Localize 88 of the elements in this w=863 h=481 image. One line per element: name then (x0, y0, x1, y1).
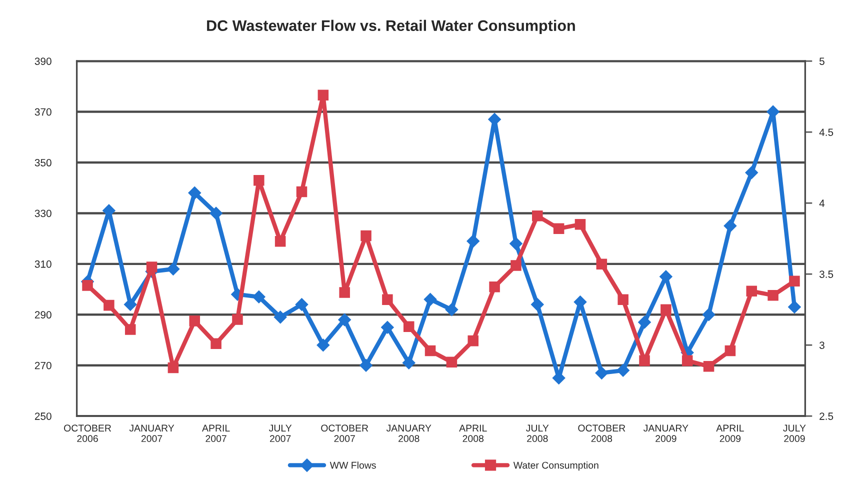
point (446, 356, 458, 368)
y2-tick-label: 3 (819, 342, 824, 349)
point (360, 230, 372, 242)
point (166, 262, 180, 276)
y-tick-label: 250 (34, 412, 52, 420)
point (746, 286, 758, 296)
point (682, 355, 693, 366)
point (124, 298, 137, 311)
point (702, 308, 716, 322)
y-tick-label: 350 (34, 159, 52, 166)
point (596, 258, 608, 270)
point (274, 310, 287, 324)
y2-tick-label: 5 (819, 58, 824, 65)
x-tick-label: JULY 2008 (526, 424, 549, 442)
point (254, 174, 264, 186)
point (424, 345, 436, 356)
point (338, 313, 352, 326)
point (445, 303, 458, 316)
point (210, 206, 222, 220)
x-tick-label: JANUARY 2007 (129, 424, 174, 442)
point (510, 260, 522, 271)
y-tick-label: 390 (34, 58, 52, 65)
point (296, 186, 308, 198)
point (616, 364, 630, 377)
x-tick-label: OCTOBER 2007 (321, 424, 368, 442)
point (82, 280, 93, 291)
point (403, 321, 414, 332)
point (424, 293, 437, 306)
point (788, 300, 801, 314)
point (789, 276, 800, 287)
point (660, 304, 672, 315)
x-tick-label: JANUARY 2008 (386, 424, 432, 442)
point (252, 290, 266, 304)
point (724, 219, 737, 232)
point (318, 90, 329, 101)
point (660, 270, 672, 284)
point (466, 234, 480, 248)
point (189, 316, 200, 326)
point (638, 316, 651, 329)
point (104, 300, 114, 311)
y-tick-label: 370 (34, 108, 52, 116)
legend-label: WW Flows (330, 462, 376, 469)
point (295, 298, 308, 311)
point (381, 320, 394, 334)
point (360, 358, 372, 372)
y2-tick-label: 4.5 (819, 128, 834, 136)
point (382, 294, 393, 306)
point (168, 362, 179, 374)
x-tick-label: JULY 2007 (268, 424, 292, 442)
x-tick-label: OCTOBER 2008 (578, 424, 626, 442)
point (232, 314, 243, 325)
x-tick-label: APRIL 2007 (202, 424, 230, 442)
y-tick-label: 310 (34, 260, 52, 268)
point (768, 290, 778, 301)
point (146, 262, 158, 272)
point (339, 287, 350, 298)
y2-tick-label: 4 (819, 200, 825, 207)
x-tick-label: APRIL 2009 (716, 424, 744, 442)
point (316, 338, 330, 352)
chart-title: DC Wastewater Flow vs. Retail Water Consumption (207, 20, 575, 34)
point (489, 281, 500, 292)
x-tick-label: OCTOBER 2006 (64, 424, 112, 442)
point (210, 338, 222, 350)
y-tick-label: 290 (34, 311, 52, 319)
point (124, 324, 136, 335)
x-tick-label: APRIL 2008 (459, 424, 487, 442)
x-tick-label: JULY 2009 (783, 424, 806, 442)
point (553, 223, 564, 234)
point (639, 355, 650, 366)
point (532, 210, 543, 222)
legend-label: Water Consumption (513, 462, 598, 471)
y2-tick-label: 2.5 (820, 412, 834, 420)
y2-tick-label: 3.5 (819, 270, 834, 278)
point (468, 335, 479, 346)
point (530, 298, 544, 311)
point (618, 294, 628, 306)
y-tick-label: 270 (34, 362, 52, 370)
point (574, 218, 586, 230)
point (703, 360, 714, 372)
point (510, 237, 522, 250)
point (724, 345, 736, 356)
x-tick-label: JANUARY 2009 (643, 424, 688, 442)
point (595, 366, 608, 380)
point (402, 356, 416, 370)
point (745, 166, 758, 180)
y-tick-label: 330 (34, 210, 52, 218)
point (188, 186, 202, 200)
point (274, 236, 286, 247)
